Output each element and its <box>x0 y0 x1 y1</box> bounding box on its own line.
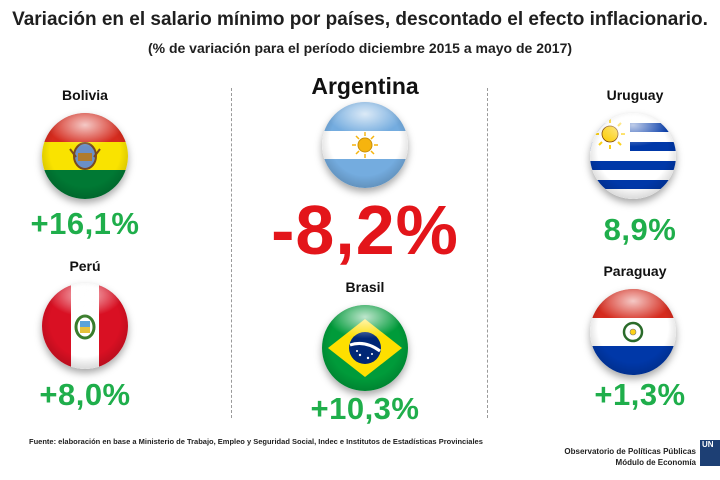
peru-flag-icon <box>42 283 128 369</box>
value-bolivia: +16,1% <box>30 206 140 241</box>
argentina-flag-icon <box>322 102 408 188</box>
country-name-bolivia: Bolivia <box>62 87 108 103</box>
source-note: Fuente: elaboración en base a Ministerio… <box>29 437 483 446</box>
country-name-paraguay: Paraguay <box>603 263 667 279</box>
country-name-argentina: Argentina <box>311 73 419 99</box>
uruguay-flag-icon <box>590 113 676 199</box>
right-divider <box>487 88 488 418</box>
organization-name: Observatorio de Políticas Públicas Módul… <box>564 446 696 468</box>
page-title: Variación en el salario mínimo por paíse… <box>12 9 708 30</box>
value-paraguay: +1,3% <box>594 377 686 412</box>
country-name-peru: Perú <box>69 258 101 274</box>
value-peru: +8,0% <box>39 377 131 412</box>
value-uruguay: 8,9% <box>603 212 677 247</box>
page-subtitle: (% de variación para el período diciembr… <box>147 40 573 56</box>
university-logo-icon: UN <box>700 440 720 466</box>
organization-line-1: Observatorio de Políticas Públicas <box>564 447 696 456</box>
country-name-uruguay: Uruguay <box>606 87 664 103</box>
value-argentina: -8,2% <box>271 191 459 269</box>
bolivia-flag-icon <box>42 113 128 199</box>
value-brasil: +10,3% <box>310 391 420 426</box>
brasil-flag-icon <box>322 305 408 391</box>
country-name-brasil: Brasil <box>345 279 385 295</box>
paraguay-flag-icon <box>590 289 676 375</box>
left-divider <box>231 88 232 418</box>
organization-line-2: Módulo de Economía <box>615 458 696 467</box>
